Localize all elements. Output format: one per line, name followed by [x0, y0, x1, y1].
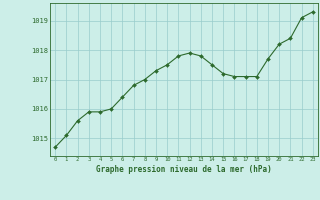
X-axis label: Graphe pression niveau de la mer (hPa): Graphe pression niveau de la mer (hPa)	[96, 165, 272, 174]
